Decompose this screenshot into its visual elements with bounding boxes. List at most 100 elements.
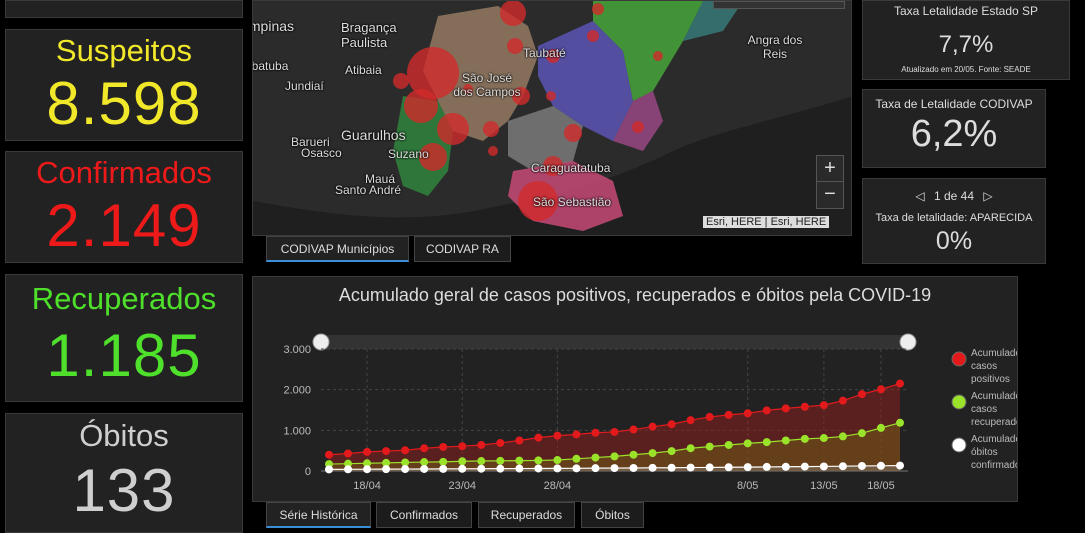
data-point	[610, 427, 619, 436]
suspeitos-card: Suspeitos 8.598	[5, 29, 243, 141]
data-point	[857, 390, 866, 399]
data-point	[553, 464, 562, 473]
letalidade-codivap-title: Taxa de Letalidade CODIVAP	[875, 97, 1033, 111]
tab-serie-historica[interactable]: Série Histórica	[266, 502, 371, 528]
data-point	[572, 430, 581, 439]
data-point	[667, 420, 676, 429]
data-point	[496, 456, 505, 465]
data-point	[382, 447, 391, 456]
data-point	[896, 379, 904, 388]
data-point	[781, 462, 790, 471]
map-label-atibaia: Atibaia	[345, 63, 382, 77]
data-point	[819, 462, 828, 471]
map-marker[interactable]	[592, 3, 604, 15]
data-point	[591, 464, 600, 473]
x-tick-label: 18/05	[867, 480, 895, 492]
zoom-handle-right	[899, 333, 917, 351]
map-label-ubatuba: Ubatuba	[252, 59, 289, 73]
data-point	[896, 461, 904, 470]
map-marker[interactable]	[463, 84, 473, 94]
data-point	[496, 438, 505, 447]
chart-svg: 3.000 2.000 1.000 0 18/04 23/04 28/04 8/05 13/05…	[283, 333, 1017, 492]
map-marker[interactable]	[564, 124, 582, 142]
data-point	[686, 444, 695, 453]
map-marker[interactable]	[488, 146, 498, 156]
pager-prev-button[interactable]: ◁	[915, 189, 925, 203]
tab-obitos[interactable]: Óbitos	[581, 502, 644, 528]
map-canvas[interactable]	[253, 1, 852, 236]
map-marker[interactable]	[518, 181, 558, 221]
data-point	[534, 464, 543, 473]
data-point	[838, 432, 847, 441]
confirmados-label: Confirmados	[36, 155, 212, 190]
data-point	[857, 429, 866, 438]
map-marker[interactable]	[653, 51, 663, 61]
data-point	[553, 431, 562, 440]
data-point	[363, 459, 372, 468]
data-point	[800, 402, 809, 411]
zoom-out-button[interactable]: −	[816, 181, 844, 209]
data-point	[553, 456, 562, 465]
map-marker[interactable]	[546, 91, 556, 101]
map-marker[interactable]	[543, 156, 563, 176]
data-point	[876, 461, 885, 470]
data-point	[591, 453, 600, 462]
map-marker[interactable]	[507, 38, 523, 54]
data-point	[610, 464, 619, 473]
map-marker[interactable]	[500, 1, 526, 26]
y-tick-label: 0	[305, 466, 311, 478]
data-point	[838, 462, 847, 471]
map-marker[interactable]	[437, 113, 469, 145]
map-marker[interactable]	[632, 121, 644, 133]
map-marker[interactable]	[407, 47, 459, 99]
chart-title: Acumulado geral de casos positivos, recu…	[338, 285, 932, 305]
data-point	[420, 464, 429, 473]
data-point	[800, 434, 809, 443]
data-point	[458, 442, 467, 451]
data-point	[344, 465, 353, 474]
map-marker[interactable]	[404, 89, 438, 123]
recuperados-label: Recuperados	[31, 281, 217, 316]
map-view[interactable]: Campinas Bragança Paulista Atibaia Jundi…	[252, 0, 852, 236]
data-point	[743, 409, 752, 418]
pager-label: 1 de 44	[933, 189, 975, 203]
data-point	[363, 447, 372, 456]
data-point	[762, 406, 771, 415]
tab-recuperados[interactable]: Recuperados	[478, 502, 575, 528]
map-marker[interactable]	[483, 121, 499, 137]
map-marker[interactable]	[587, 30, 599, 42]
map-marker[interactable]	[419, 143, 447, 171]
data-point	[896, 418, 904, 427]
data-point	[325, 465, 333, 474]
tab-codivap-ra[interactable]: CODIVAP RA	[414, 236, 511, 262]
tab-confirmados[interactable]: Confirmados	[376, 502, 472, 528]
map-marker[interactable]	[512, 87, 530, 105]
map-marker[interactable]	[393, 73, 409, 89]
tab-codivap-municipios[interactable]: CODIVAP Municípios	[266, 236, 409, 262]
region-green-east	[593, 1, 703, 101]
pager-next-button[interactable]: ▷	[983, 189, 993, 203]
zoom-in-button[interactable]: +	[816, 155, 844, 183]
map-marker[interactable]	[546, 49, 560, 63]
letalidade-municipio-title: Taxa de letalidade: APARECIDA	[875, 212, 1033, 224]
map-label-osasco: Osasco	[301, 146, 342, 160]
data-point	[401, 446, 410, 455]
data-point	[458, 457, 467, 466]
data-point	[667, 447, 676, 456]
data-point	[515, 456, 524, 465]
data-point	[800, 462, 809, 471]
map-label-jundiai: Jundiaí	[285, 79, 324, 93]
letalidade-municipio-value: 0%	[935, 227, 973, 255]
chart-panel: Acumulado geral de casos positivos, recu…	[252, 276, 1018, 502]
data-point	[401, 465, 410, 474]
confirmados-value: 2.149	[46, 192, 202, 259]
region-brown	[423, 6, 538, 141]
recuperados-value: 1.185	[46, 322, 202, 389]
data-point	[838, 396, 847, 405]
data-point	[724, 463, 733, 472]
top-left-panel-fragment	[5, 0, 243, 18]
map-label-sao-sebastiao: São Sebastião	[533, 195, 612, 209]
data-point	[857, 461, 866, 470]
map-label-maua: Mauá	[365, 172, 396, 186]
region-green-north	[683, 1, 743, 41]
